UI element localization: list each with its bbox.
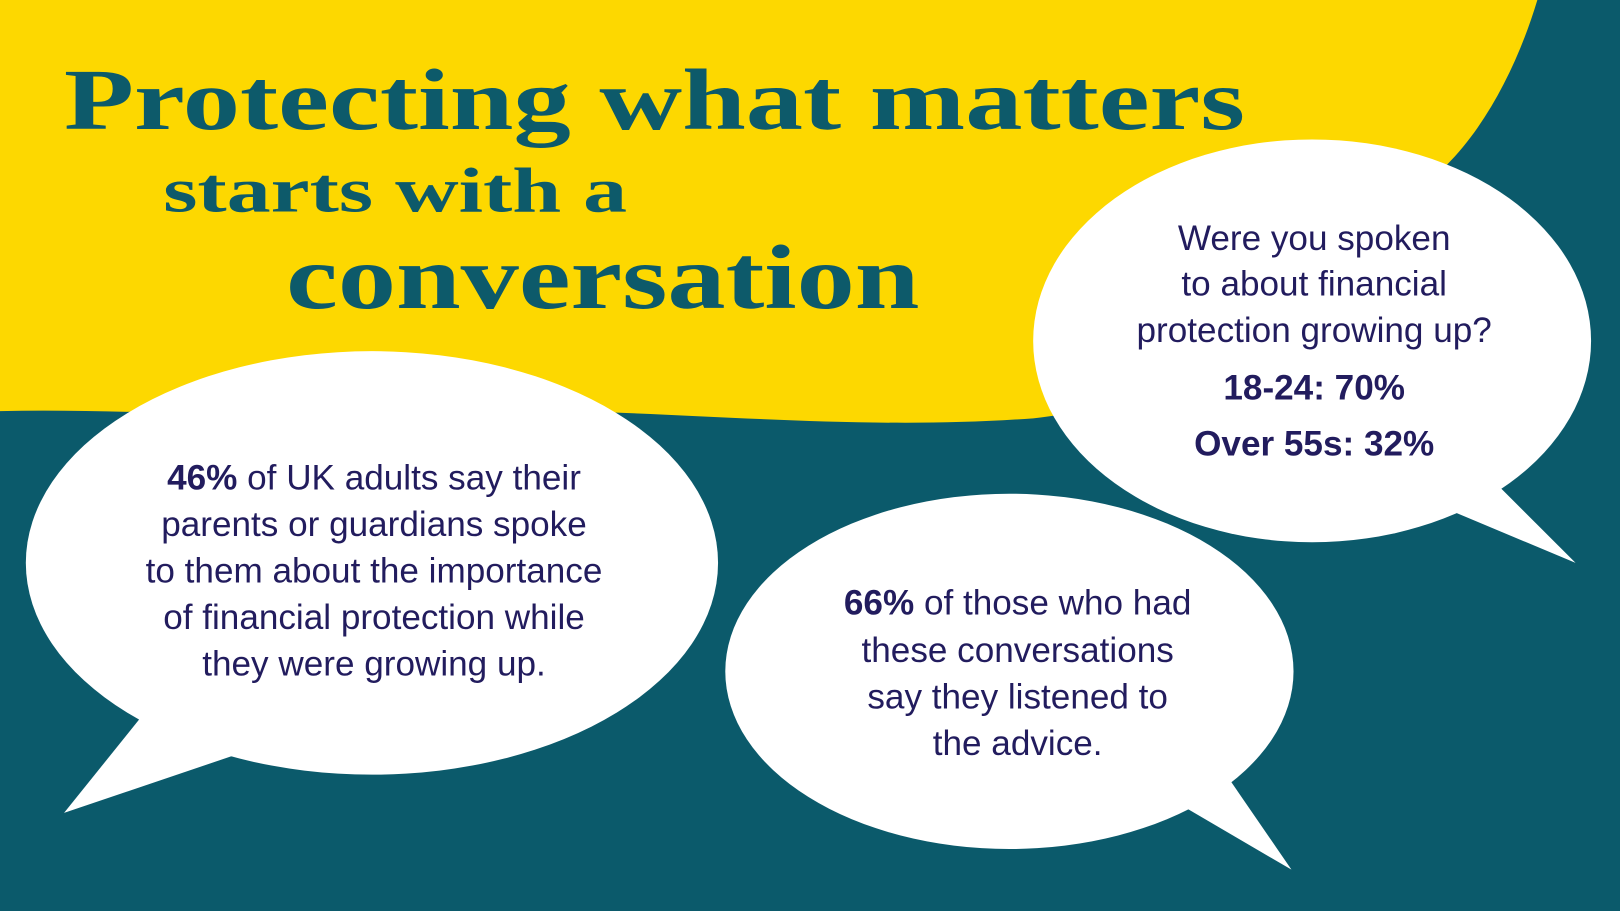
stat: Over 55s: 32% — [1194, 425, 1434, 464]
title-line: starts with a — [163, 155, 627, 226]
bubble: 66% of those who had these conversations… — [725, 493, 1294, 870]
text-line: they were growing up. — [202, 645, 546, 684]
highlight: 46% — [167, 459, 237, 498]
text-line: of those who had — [914, 584, 1191, 623]
bubble: 46% of UK adults say their parents or gu… — [25, 351, 719, 813]
text-line: to about financial — [1181, 264, 1447, 303]
bubble-shape — [1033, 139, 1592, 543]
text-line: these conversations — [862, 631, 1174, 670]
text-line: protection growing up? — [1137, 311, 1492, 350]
bubble-text: 66% of those who had — [844, 584, 1192, 623]
title-line: Protecting what matters — [64, 52, 1245, 148]
title-line: conversation — [286, 227, 919, 328]
text-line: to them about the importance — [146, 552, 603, 591]
highlight: 66% — [844, 584, 914, 623]
text-line: the advice. — [933, 724, 1103, 763]
stat: 18-24: 70% — [1223, 369, 1405, 408]
text-line: of financial protection while — [163, 598, 585, 637]
bubble: Were you spoken to about financial prote… — [1033, 139, 1592, 563]
text-line: Were you spoken — [1178, 219, 1451, 258]
text-line: of UK adults say their — [237, 459, 581, 498]
text-line: parents or guardians spoke — [161, 505, 587, 544]
bubble-shape — [25, 351, 719, 775]
bubble-text: 46% of UK adults say their — [167, 459, 581, 498]
text-line: say they listened to — [867, 678, 1168, 717]
bubble-shape — [725, 493, 1294, 850]
